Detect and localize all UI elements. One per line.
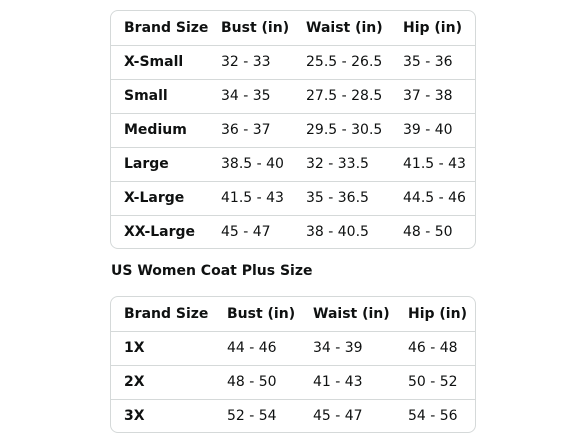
header-brand-size: Brand Size — [111, 11, 208, 46]
bust-cell: 44 - 46 — [214, 331, 300, 366]
size-name-cell: 3X — [124, 408, 145, 425]
size-name-cell: 1X — [111, 331, 214, 366]
bust-cell: 45 - 47 — [221, 224, 271, 241]
size-name-cell: Large — [111, 147, 208, 182]
waist-cell: 45 - 47 — [313, 408, 363, 425]
bust-cell: 36 - 37 — [208, 113, 293, 148]
bust-cell: 48 - 50 — [214, 365, 300, 400]
header-waist: Waist (in) — [293, 11, 390, 46]
table-row: XX-Large 45 - 47 38 - 40.5 48 - 50 — [111, 215, 475, 248]
header-bust: Bust (in) — [214, 297, 300, 332]
table-row: X-Small 32 - 33 25.5 - 26.5 35 - 36 — [111, 45, 475, 80]
hip-cell: 44.5 - 46 — [390, 181, 475, 216]
bust-cell: 34 - 35 — [208, 79, 293, 114]
hip-cell: 37 - 38 — [390, 79, 475, 114]
hip-cell: 54 - 56 — [408, 408, 458, 425]
waist-cell: 41 - 43 — [300, 365, 395, 400]
waist-cell: 25.5 - 26.5 — [293, 45, 390, 80]
size-chart-table-regular: Brand Size Bust (in) Waist (in) Hip (in)… — [110, 10, 476, 249]
header-brand-size: Brand Size — [111, 297, 214, 332]
size-name-cell: 2X — [111, 365, 214, 400]
hip-cell: 35 - 36 — [390, 45, 475, 80]
table-row: Small 34 - 35 27.5 - 28.5 37 - 38 — [111, 79, 475, 114]
table-row: 2X 48 - 50 41 - 43 50 - 52 — [111, 365, 475, 400]
size-table: Brand Size Bust (in) Waist (in) Hip (in)… — [111, 11, 475, 248]
bust-cell: 52 - 54 — [227, 408, 277, 425]
header-hip: Hip (in) — [390, 11, 475, 46]
hip-cell: 48 - 50 — [403, 224, 453, 241]
hip-cell: 41.5 - 43 — [390, 147, 475, 182]
bust-cell: 41.5 - 43 — [208, 181, 293, 216]
plus-size-section-title: US Women Coat Plus Size — [111, 263, 313, 279]
bust-cell: 32 - 33 — [208, 45, 293, 80]
header-bust: Bust (in) — [208, 11, 293, 46]
hip-cell: 50 - 52 — [395, 365, 475, 400]
table-header-row: Brand Size Bust (in) Waist (in) Hip (in) — [111, 11, 475, 46]
header-waist: Waist (in) — [300, 297, 395, 332]
size-table: Brand Size Bust (in) Waist (in) Hip (in)… — [111, 297, 475, 432]
size-name-cell: XX-Large — [124, 224, 196, 241]
hip-cell: 39 - 40 — [390, 113, 475, 148]
table-row: Large 38.5 - 40 32 - 33.5 41.5 - 43 — [111, 147, 475, 182]
table-row: X-Large 41.5 - 43 35 - 36.5 44.5 - 46 — [111, 181, 475, 216]
size-chart-table-plus: Brand Size Bust (in) Waist (in) Hip (in)… — [110, 296, 476, 433]
waist-cell: 29.5 - 30.5 — [293, 113, 390, 148]
table-row: Medium 36 - 37 29.5 - 30.5 39 - 40 — [111, 113, 475, 148]
waist-cell: 34 - 39 — [300, 331, 395, 366]
waist-cell: 27.5 - 28.5 — [293, 79, 390, 114]
size-name-cell: Small — [111, 79, 208, 114]
size-name-cell: Medium — [111, 113, 208, 148]
header-hip: Hip (in) — [395, 297, 475, 332]
bust-cell: 38.5 - 40 — [208, 147, 293, 182]
waist-cell: 35 - 36.5 — [293, 181, 390, 216]
size-name-cell: X-Large — [111, 181, 208, 216]
table-header-row: Brand Size Bust (in) Waist (in) Hip (in) — [111, 297, 475, 332]
size-name-cell: X-Small — [111, 45, 208, 80]
waist-cell: 38 - 40.5 — [306, 224, 369, 241]
table-row: 1X 44 - 46 34 - 39 46 - 48 — [111, 331, 475, 366]
hip-cell: 46 - 48 — [395, 331, 475, 366]
waist-cell: 32 - 33.5 — [293, 147, 390, 182]
table-row: 3X 52 - 54 45 - 47 54 - 56 — [111, 399, 475, 432]
